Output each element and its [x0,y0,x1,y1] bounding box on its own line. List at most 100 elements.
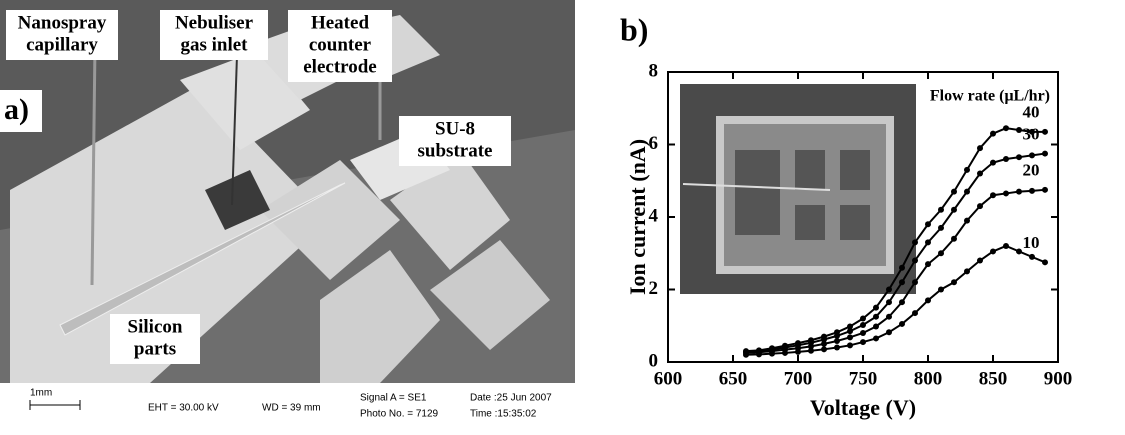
series-label: 30 [1023,124,1040,143]
data-point [873,335,879,341]
x-axis-label: Voltage (V) [810,395,916,420]
info-text: WD = 39 mm [262,403,321,414]
data-point [899,321,905,327]
info-text: Photo No. = 7129 [360,409,439,420]
data-point [847,328,853,334]
data-point [977,171,983,177]
data-point [1016,189,1022,195]
data-point [990,192,996,198]
data-point [964,189,970,195]
data-point [886,329,892,335]
data-point [899,279,905,285]
data-point [964,268,970,274]
annotation: Silicon [128,316,183,337]
info-text: Date :25 Jun 2007 [470,393,552,404]
data-point [938,287,944,293]
data-point [1042,187,1048,193]
data-point [886,314,892,320]
data-point [990,248,996,254]
data-point [938,250,944,256]
annotation: SU-8 [435,118,475,139]
data-point [925,261,931,267]
data-point [938,225,944,231]
data-point [912,239,918,245]
panel-label: b) [620,11,648,47]
data-point [860,339,866,345]
data-point [1003,243,1009,249]
series-label: 20 [1023,161,1040,180]
data-point [964,167,970,173]
data-point [977,258,983,264]
data-point [899,299,905,305]
data-point [964,218,970,224]
data-point [769,351,775,357]
series-label: 40 [1023,103,1040,122]
data-point [847,334,853,340]
data-point [951,236,957,242]
data-point [990,160,996,166]
data-point [951,207,957,213]
data-point [977,203,983,209]
y-tick-label: 8 [649,60,659,81]
data-point [1016,154,1022,160]
x-tick-label: 900 [1044,368,1073,389]
data-point [1016,248,1022,254]
data-point [873,323,879,329]
data-point [860,330,866,336]
data-point [1042,151,1048,157]
data-point [873,314,879,320]
data-point [1029,188,1035,194]
data-point [938,207,944,213]
data-point [860,316,866,322]
data-point [1042,259,1048,265]
x-tick-label: 850 [979,368,1008,389]
data-point [925,297,931,303]
data-point [1016,127,1022,133]
data-point [808,348,814,354]
data-point [795,349,801,355]
info-text: Time :15:35:02 [470,409,537,420]
data-point [847,342,853,348]
data-point [1003,190,1009,196]
data-point [1003,125,1009,131]
x-tick-label: 600 [654,368,683,389]
y-tick-label: 0 [649,350,659,371]
x-tick-label: 750 [849,368,878,389]
data-point [925,239,931,245]
series-label: 10 [1023,233,1040,252]
annotation: counter [309,34,372,55]
y-axis-label: Ion current (nA) [625,139,650,295]
data-point [912,258,918,264]
data-point [886,299,892,305]
data-point [821,341,827,347]
data-point [860,322,866,328]
data-point [1029,152,1035,158]
inset-photo [680,84,916,294]
data-point [990,131,996,137]
data-point [951,189,957,195]
annotation: Nanospray [18,12,107,33]
data-point [834,345,840,351]
info-text: Signal A = SE1 [360,393,427,404]
panel-label: a) [4,93,29,126]
data-point [1029,254,1035,260]
data-point [743,352,749,358]
data-point [1042,129,1048,135]
annotation: Heated [311,12,369,33]
annotation: gas inlet [180,34,248,55]
figure: 1mm EHT = 30.00 kV WD = 39 mm Signal A =… [0,0,1125,430]
data-point [782,350,788,356]
data-point [821,346,827,352]
data-point [912,279,918,285]
data-point [925,221,931,227]
annotation: substrate [418,140,493,161]
scale-text: 1mm [30,388,52,399]
data-point [1003,156,1009,162]
page: {"panel_a": {"label": "a)", "annotations… [0,0,1125,430]
data-point [951,279,957,285]
data-point [899,265,905,271]
x-tick-label: 700 [784,368,813,389]
data-point [873,305,879,311]
data-point [756,351,762,357]
annotation: electrode [303,56,377,77]
